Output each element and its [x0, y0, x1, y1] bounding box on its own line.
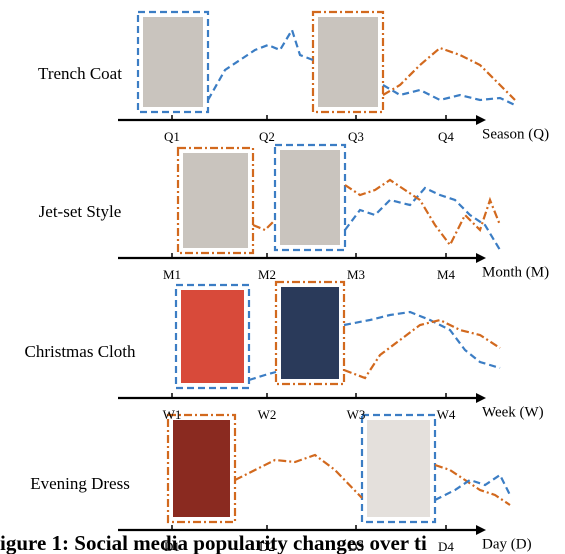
trend-line: [344, 312, 500, 368]
trend-line: [208, 30, 313, 100]
row-label: Trench Coat: [38, 64, 122, 83]
axis-label: Week (W): [482, 404, 544, 420]
figure-canvas: Trench Coat Q1 Q2 Q3 Q4 Season (Q) Jet-set Sty…: [0, 0, 565, 554]
photo: [173, 420, 230, 517]
axis-arrow: [476, 525, 486, 535]
tick-label: M2: [258, 267, 276, 282]
row-label: Christmas Cloth: [25, 342, 136, 361]
tick-label: M4: [437, 267, 456, 282]
photo: [280, 150, 340, 245]
photo: [281, 287, 339, 379]
axis-arrow: [476, 393, 486, 403]
row-label: Evening Dress: [30, 474, 130, 493]
tick-label: W3: [347, 407, 366, 422]
figure: Trench Coat Q1 Q2 Q3 Q4 Season (Q) Jet-set Sty…: [0, 0, 565, 554]
tick-label: Q3: [348, 129, 364, 144]
tick-label: W1: [163, 407, 182, 422]
photos: [138, 12, 435, 522]
axis-arrow: [476, 115, 486, 125]
tick-label: Q4: [438, 129, 454, 144]
axis-label: Season (Q): [482, 126, 549, 142]
trend-line: [249, 372, 276, 380]
trend-line: [253, 220, 275, 230]
row-label: Jet-set Style: [39, 202, 122, 221]
axis-label: Month (M): [482, 264, 549, 280]
tick-label: M3: [347, 267, 365, 282]
tick-label: D4: [438, 539, 454, 554]
photo: [181, 290, 244, 383]
trend-line: [345, 188, 500, 250]
photo: [367, 420, 430, 517]
tick-label: M1: [163, 267, 181, 282]
axis-arrow: [476, 253, 486, 263]
trend-line: [383, 85, 515, 105]
photo: [143, 17, 203, 107]
trend-line: [435, 465, 510, 505]
tick-label: Q2: [259, 129, 275, 144]
photo: [318, 17, 378, 107]
trend-line: [344, 320, 500, 378]
tick-label: W4: [437, 407, 456, 422]
caption: igure 1: Social media popularity changes…: [0, 531, 427, 554]
photo: [183, 153, 248, 248]
tick-label: W2: [258, 407, 277, 422]
axis-label: Day (D): [482, 536, 532, 552]
trend-line: [235, 455, 362, 498]
tick-label: Q1: [164, 129, 180, 144]
trend-line: [383, 48, 515, 100]
